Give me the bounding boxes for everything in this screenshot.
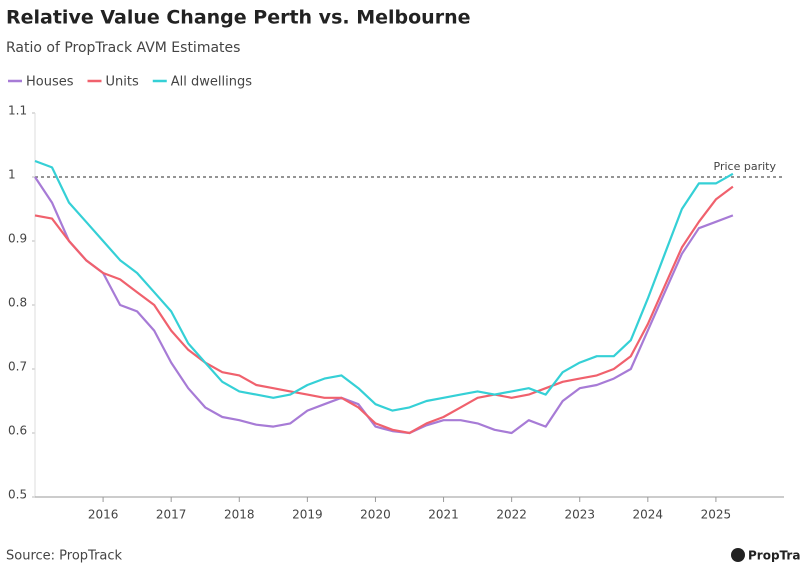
legend-label: Houses [26,75,74,90]
y-tick-label: 1 [8,168,16,182]
brand-icon [731,548,745,562]
x-tick-label: 2017 [156,508,187,522]
y-tick-label: 0.5 [8,488,27,502]
legend-label: Units [106,75,139,90]
x-tick-label: 2025 [701,508,732,522]
x-tick-label: 2021 [428,508,459,522]
series-line [34,176,734,435]
parity-label: Price parity [714,160,777,173]
y-tick-label: 0.9 [8,232,27,246]
y-tick-label: 1.1 [8,104,27,118]
brand: PropTrack [748,549,800,563]
source: Source: PropTrack [6,549,123,564]
series-line [34,159,734,412]
legend-label: All dwellings [171,75,252,90]
y-tick-label: 0.6 [8,424,27,438]
x-tick-label: 2019 [292,508,323,522]
chart-subtitle: Ratio of PropTrack AVM Estimates [6,40,240,56]
x-tick-label: 2020 [360,508,391,522]
x-tick-label: 2016 [88,508,119,522]
x-tick-label: 2022 [496,508,527,522]
x-tick-label: 2023 [564,508,595,522]
series-line [34,185,734,435]
x-tick-label: 2024 [633,508,664,522]
x-tick-label: 2018 [224,508,255,522]
y-tick-label: 0.7 [8,360,27,374]
chart-title: Relative Value Change Perth vs. Melbourn… [6,7,470,29]
y-tick-label: 0.8 [8,296,27,310]
